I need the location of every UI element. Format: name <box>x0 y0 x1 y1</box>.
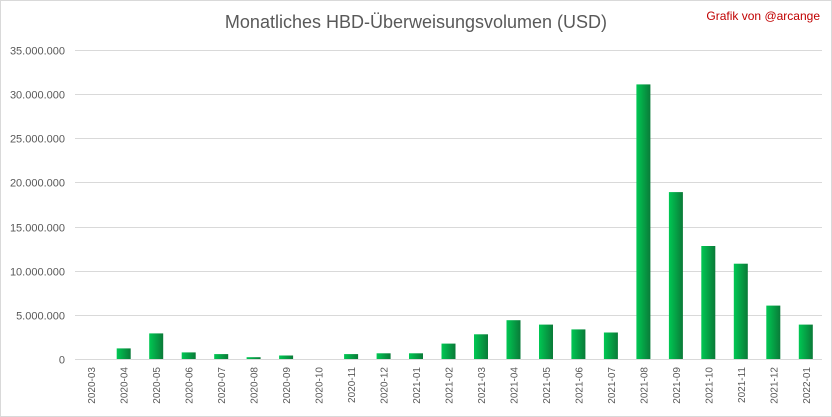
x-tick-label: 2021-11 <box>737 367 748 403</box>
y-tick-label: 30.000.000 <box>10 90 65 102</box>
y-tick-label: 35.000.000 <box>10 46 65 58</box>
bar-2021-04 <box>506 320 521 359</box>
bar-2021-10 <box>701 246 716 359</box>
bar-2020-09 <box>279 355 294 359</box>
x-tick-label: 2021-08 <box>639 367 650 404</box>
bar-2020-07 <box>214 354 229 359</box>
bar-2020-05 <box>149 333 164 359</box>
gridlines <box>75 50 822 360</box>
x-tick-label: 2021-06 <box>574 367 585 404</box>
bar-2021-09 <box>668 192 683 359</box>
x-tick-label: 2020-03 <box>87 367 98 404</box>
y-tick-label: 5.000.000 <box>16 311 65 323</box>
x-tick-label: 2021-03 <box>477 367 488 404</box>
x-tick-label: 2020-10 <box>315 367 326 404</box>
y-tick-label: 10.000.000 <box>10 267 65 279</box>
x-tick-label: 2020-12 <box>380 367 391 404</box>
x-tick-label: 2021-05 <box>542 367 553 404</box>
bar-2021-12 <box>766 305 781 359</box>
y-axis-ticks: 0 5.000.000 10.000.000 15.000.000 20.000.000… <box>10 46 65 367</box>
bar-2021-06 <box>571 329 586 359</box>
bar-2021-05 <box>539 324 553 359</box>
y-tick-label: 15.000.000 <box>10 223 65 235</box>
x-tick-label: 2021-01 <box>412 367 423 404</box>
bar-2020-06 <box>181 352 196 359</box>
bar-2021-03 <box>474 334 488 359</box>
x-tick-label: 2020-06 <box>185 367 196 404</box>
x-tick-label: 2021-09 <box>672 367 683 404</box>
bar-2020-12 <box>376 353 391 359</box>
bar-2021-08 <box>636 84 651 360</box>
y-tick-label: 20.000.000 <box>10 178 65 190</box>
bar-2020-08 <box>246 357 261 359</box>
y-tick-label: 0 <box>59 355 65 367</box>
x-tick-label: 2021-07 <box>607 367 618 404</box>
x-tick-label: 2020-09 <box>282 367 293 404</box>
chart-credit: Grafik von @arcange <box>706 9 820 23</box>
x-tick-label: 2021-02 <box>445 367 456 404</box>
bar-2020-11 <box>344 354 359 359</box>
x-tick-label: 2021-04 <box>510 367 521 404</box>
x-axis-ticks: 2020-03 2020-04 2020-05 2020-06 2020-07 2020-… <box>87 367 813 404</box>
x-tick-label: 2022-01 <box>802 367 813 404</box>
bars <box>116 84 813 360</box>
bar-2020-04 <box>116 348 131 359</box>
bar-2021-02 <box>441 343 456 359</box>
x-tick-label: 2020-11 <box>347 367 358 403</box>
x-tick-label: 2020-04 <box>120 367 131 404</box>
bar-2021-01 <box>409 353 423 359</box>
x-tick-label: 2021-10 <box>704 367 715 404</box>
chart-title: Monatliches HBD-Überweisungsvolumen (USD… <box>224 12 608 32</box>
x-tick-label: 2020-08 <box>250 367 261 404</box>
x-tick-label: 2020-05 <box>152 367 163 404</box>
y-tick-label: 25.000.000 <box>10 134 65 146</box>
x-tick-label: 2020-07 <box>217 367 228 404</box>
x-tick-label: 2021-12 <box>769 367 780 404</box>
bar-2021-11 <box>733 263 748 359</box>
bar-2021-07 <box>603 332 618 359</box>
bar-2022-01 <box>798 324 813 359</box>
